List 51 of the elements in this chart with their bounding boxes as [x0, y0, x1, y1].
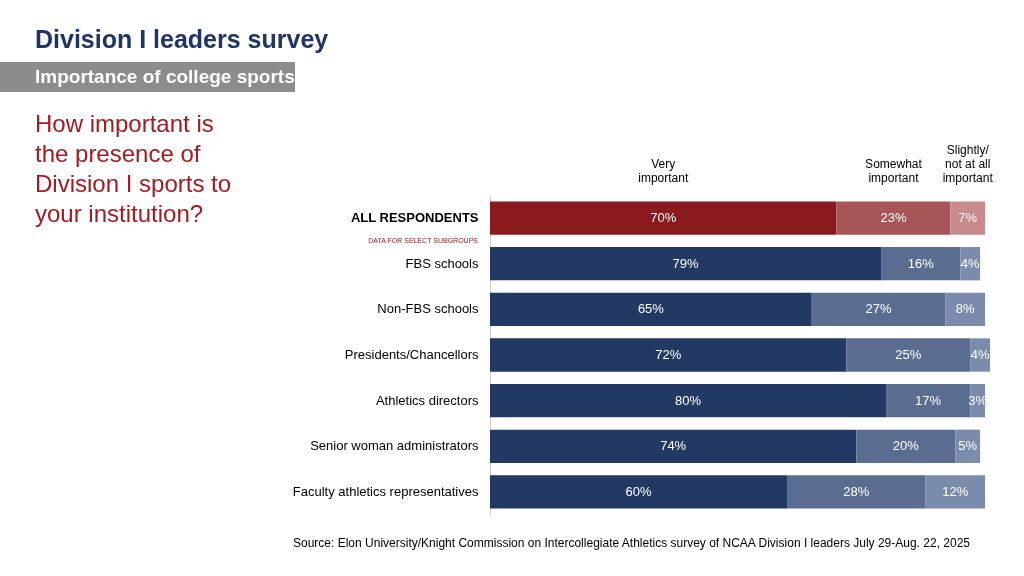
bar	[950, 201, 986, 235]
data-label: 17%	[915, 392, 942, 408]
y-tick-label: ALL RESPONDENTS	[350, 210, 479, 226]
data-label: 7%	[958, 210, 978, 226]
data-label: 80%	[675, 392, 702, 408]
y-tick-label: Presidents/Chancellors	[344, 347, 479, 362]
bar	[945, 292, 986, 327]
data-label: 8%	[955, 301, 976, 317]
series-label: Somewhat important	[865, 157, 923, 185]
data-label: 4%	[970, 347, 990, 362]
series-label: Very important	[638, 157, 689, 185]
text: How important is the presence of Division I sports to your institution?	[35, 110, 232, 227]
text: Division I leaders survey	[35, 25, 329, 53]
bar	[787, 475, 926, 509]
data-label: 60%	[625, 483, 652, 499]
data-label: 20%	[892, 438, 920, 454]
data-label: 70%	[650, 210, 677, 226]
data-label: 65%	[637, 301, 665, 317]
bar	[490, 429, 857, 463]
bar	[490, 292, 812, 327]
bar	[846, 338, 971, 372]
y-tick-label: Non-FBS schools	[377, 301, 479, 317]
source-note: Source: Elon University/Knight Commission on Intercollegiate Athletics survey of NCAA Division I leaders July 29-Aug. 22, 2025	[293, 536, 971, 550]
data-label: 79%	[672, 255, 699, 271]
bar	[490, 338, 847, 372]
data-label: 16%	[907, 255, 935, 271]
text: Importance of college sports	[35, 66, 295, 87]
y-tick-label: Senior woman administrators	[310, 438, 479, 454]
data-label: 72%	[655, 347, 682, 362]
bar	[490, 247, 882, 281]
y-tick-label: Faculty athletics representatives	[292, 483, 479, 499]
bar	[490, 383, 887, 418]
bar	[836, 201, 951, 235]
data-label: 4%	[960, 255, 981, 271]
bar	[886, 383, 971, 418]
y-tick-label: Athletics directors	[375, 392, 479, 408]
series-label: Slightly/ not at all important	[942, 143, 994, 185]
data-label: 74%	[660, 438, 687, 454]
bar	[490, 475, 788, 509]
bar	[925, 475, 986, 509]
bar	[856, 429, 956, 463]
data-label: 12%	[942, 483, 969, 499]
data-label: 5%	[958, 438, 978, 454]
data-label: 27%	[865, 301, 893, 317]
bar	[811, 292, 946, 327]
bar	[490, 201, 837, 235]
y-tick-label: FBS schools	[405, 255, 479, 271]
data-label: 25%	[895, 347, 922, 362]
bar	[881, 247, 961, 281]
data-label: 28%	[843, 483, 870, 499]
data-label: 23%	[880, 210, 907, 226]
